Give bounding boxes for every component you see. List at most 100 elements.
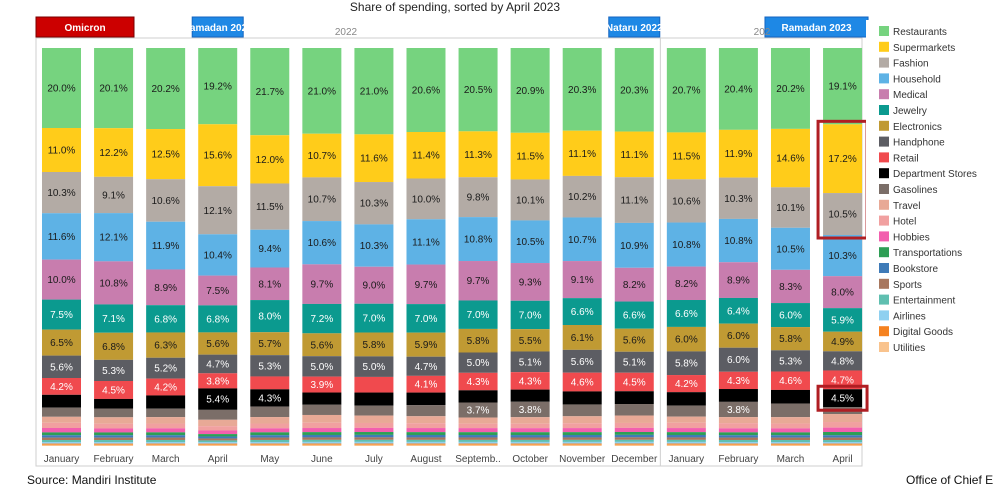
bar-entertainment-9 — [510, 439, 550, 442]
bar-travel-12 — [666, 416, 706, 423]
bar-medical-5 — [302, 264, 342, 304]
legend-label-airlines: Airlines — [893, 311, 926, 322]
banner-label-nataru-2022: Nataru 2022 — [606, 23, 663, 34]
bar-handphone-11 — [614, 351, 654, 373]
bar-hotel-7 — [406, 423, 446, 429]
bar-utilities-8 — [458, 444, 498, 446]
month-label-14: March — [777, 454, 805, 465]
bar-digital-goods-5 — [302, 443, 342, 445]
bar-electronics-15 — [823, 331, 863, 352]
bar-gasolines-4 — [250, 406, 290, 418]
bar-supermarkets-6 — [354, 134, 394, 183]
banner-omicron — [35, 16, 135, 38]
bar-department-stores-3 — [198, 388, 238, 410]
bar-hobbies-9 — [510, 428, 550, 433]
bar-stack-13: 20.4% 11.9% 10.3% 10.8% 8.9% 6.4% 6.0% 6.0% 4.3%… — [718, 48, 758, 446]
data-label-supermarkets-1: 12.2% — [99, 148, 127, 159]
bar-hobbies-2 — [146, 428, 186, 433]
legend-swatch-travel — [879, 199, 889, 210]
month-label-6: July — [365, 454, 383, 465]
bar-sports-9 — [510, 437, 550, 440]
data-label-jewelry-1: 7.1% — [102, 314, 125, 325]
bar-household-8 — [458, 217, 498, 262]
data-label-fashion-12: 10.6% — [672, 196, 700, 207]
bar-household-14 — [770, 227, 810, 270]
bar-restaurants-15 — [823, 48, 863, 125]
legend-label-fashion: Fashion — [893, 59, 929, 70]
bar-medical-12 — [666, 266, 706, 301]
bar-household-2 — [146, 221, 186, 270]
bar-stack-12: 20.7% 11.5% 10.6% 10.8% 8.2% 6.6% 6.0% 5.8% 4.2% — [666, 48, 706, 446]
bar-jewelry-14 — [770, 303, 810, 328]
data-label-supermarkets-14: 14.6% — [776, 154, 804, 165]
bar-bookstore-2 — [146, 435, 186, 438]
data-label-medical-5: 9.7% — [310, 280, 333, 291]
legend-swatch-bookstore — [879, 263, 889, 273]
bar-electronics-10 — [562, 325, 602, 350]
bar-handphone-3 — [198, 354, 238, 374]
bar-fashion-11 — [614, 177, 654, 223]
data-label-medical-3: 7.5% — [206, 286, 229, 297]
bar-hotel-6 — [354, 422, 394, 428]
bar-retail-11 — [614, 372, 654, 392]
month-label-9: October — [512, 454, 548, 465]
bar-retail-5 — [302, 376, 342, 393]
data-label-fashion-14: 10.1% — [776, 203, 804, 214]
data-label-medical-10: 9.1% — [571, 275, 594, 286]
data-label-supermarkets-0: 11.0% — [48, 146, 76, 157]
data-label-medical-1: 10.8% — [99, 278, 127, 289]
banner-nataru-2022 — [608, 16, 661, 38]
bar-hotel-10 — [562, 423, 602, 429]
data-label-electronics-11: 5.6% — [623, 336, 646, 347]
legend-label-utilities: Utilities — [893, 343, 925, 354]
bar-sports-15 — [823, 437, 863, 441]
data-label-supermarkets-4: 12.0% — [256, 155, 284, 166]
bar-entertainment-1 — [94, 440, 134, 443]
legend-swatch-electronics — [879, 120, 889, 131]
bar-medical-2 — [146, 269, 186, 306]
bar-bookstore-10 — [562, 435, 602, 438]
bar-retail-8 — [458, 372, 498, 391]
data-label-restaurants-1: 20.1% — [99, 84, 127, 95]
banner-ramadan-2022 — [191, 16, 244, 38]
data-label-supermarkets-2: 12.5% — [151, 150, 179, 161]
bar-utilities-2 — [146, 444, 186, 446]
footer-source: Source: Mandiri Institute — [27, 473, 157, 485]
bar-hotel-1 — [94, 423, 134, 429]
bar-department-stores-2 — [146, 395, 186, 409]
legend-label-bookstore: Bookstore — [893, 264, 938, 275]
bar-handphone-14 — [770, 350, 810, 372]
bar-department-stores-0 — [42, 394, 81, 408]
bar-hotel-15 — [823, 422, 863, 428]
bar-retail-13 — [718, 371, 758, 390]
bar-retail-3 — [198, 373, 238, 389]
bar-department-stores-10 — [562, 391, 602, 405]
bar-airlines-14 — [770, 441, 810, 444]
data-label-handphone-9: 5.1% — [519, 357, 542, 368]
bar-handphone-7 — [406, 356, 446, 376]
bar-fashion-15 — [823, 193, 863, 236]
bar-retail-6 — [354, 376, 394, 393]
bar-utilities-14 — [770, 444, 810, 446]
bar-hotel-5 — [302, 422, 342, 429]
bar-digital-goods-14 — [770, 443, 810, 445]
bar-utilities-1 — [94, 444, 134, 446]
bar-travel-1 — [94, 417, 134, 424]
bar-household-9 — [510, 220, 550, 264]
bar-airlines-6 — [354, 441, 394, 444]
data-label-restaurants-3: 19.2% — [204, 82, 232, 93]
bar-travel-7 — [406, 416, 446, 424]
bar-airlines-0 — [42, 442, 81, 444]
data-label-jewelry-12: 6.6% — [675, 309, 698, 320]
data-label-household-2: 11.9% — [152, 241, 180, 252]
bar-bookstore-12 — [666, 434, 706, 438]
data-label-gasolines-8: 3.7% — [467, 406, 490, 417]
bar-airlines-10 — [562, 441, 602, 444]
data-label-supermarkets-3: 15.6% — [204, 151, 232, 162]
legend: Restaurants Supermarkets Fashion Household M… — [866, 20, 998, 360]
data-label-department-stores-3: 5.4% — [206, 395, 229, 406]
bar-household-3 — [198, 234, 238, 276]
data-label-retail-2: 4.2% — [154, 383, 177, 394]
bar-electronics-4 — [250, 332, 290, 356]
bar-hobbies-13 — [718, 428, 758, 433]
